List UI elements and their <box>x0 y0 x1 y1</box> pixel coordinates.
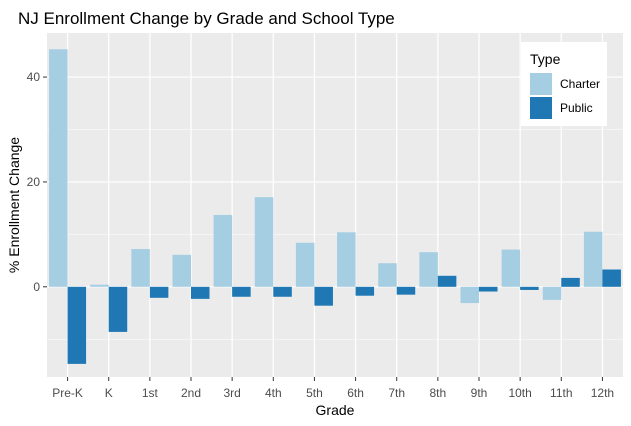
bar-charter-k <box>90 284 109 287</box>
bar-public-9th <box>479 286 498 292</box>
x-tick-label: 12th <box>591 386 614 400</box>
y-tick-label: 0 <box>33 280 40 294</box>
y-axis: 0 20 40 <box>27 70 47 294</box>
legend-key-charter <box>530 73 552 95</box>
legend: Type Charter Public <box>521 42 607 126</box>
x-tick-label: 2nd <box>181 386 201 400</box>
bar-public-k <box>108 286 128 332</box>
bar-public-2nd <box>191 286 210 299</box>
bar-charter-6th <box>337 232 356 287</box>
bar-charter-9th <box>460 286 479 304</box>
bar-charter-12th <box>583 231 603 287</box>
major-gridlines <box>47 33 623 377</box>
x-tick-label: 6th <box>347 386 364 400</box>
x-tick-label: 9th <box>471 386 488 400</box>
bar-charter-pre-k <box>49 49 68 287</box>
x-tick-label: K <box>105 386 113 400</box>
legend-title: Type <box>530 51 561 67</box>
x-tick-label: 10th <box>508 386 531 400</box>
bar-charter-3rd <box>213 214 233 287</box>
bar-charter-11th <box>542 286 562 300</box>
x-axis: Pre-K K 1st 2nd 3rd 4th 5th 6th 7th 8th 9th 10th 11t… <box>52 377 614 400</box>
bar-charter-10th <box>501 249 521 287</box>
x-tick-label: Pre-K <box>52 386 83 400</box>
y-axis-title: % Enrollment Change <box>6 137 22 273</box>
bar-charter-8th <box>419 252 438 287</box>
bar-public-1st <box>149 286 169 298</box>
bar-public-3rd <box>232 286 251 297</box>
x-tick-label: 4th <box>265 386 282 400</box>
x-tick-label: 3rd <box>223 386 240 400</box>
x-tick-label: 8th <box>430 386 447 400</box>
bar-charter-7th <box>378 263 397 287</box>
x-tick-label: 1st <box>142 386 159 400</box>
x-tick-label: 5th <box>306 386 323 400</box>
x-axis-title: Grade <box>316 402 355 418</box>
x-tick-label: 7th <box>388 386 405 400</box>
bar-public-5th <box>314 286 333 306</box>
bar-charter-2nd <box>172 254 191 287</box>
y-tick-label: 20 <box>27 175 41 189</box>
bar-charter-4th <box>254 197 274 287</box>
chart-title: NJ Enrollment Change by Grade and School… <box>18 9 395 28</box>
bar-public-10th <box>520 286 539 290</box>
legend-label-charter: Charter <box>560 77 600 91</box>
bar-public-4th <box>273 286 292 297</box>
bar-public-7th <box>396 286 416 295</box>
legend-items: Charter Public <box>530 73 600 119</box>
bar-public-8th <box>437 275 457 287</box>
bar-charter-1st <box>131 249 150 287</box>
bar-public-12th <box>602 269 621 287</box>
bar-charter-5th <box>295 242 315 287</box>
legend-key-public <box>530 97 552 119</box>
legend-label-public: Public <box>560 101 593 115</box>
bar-public-11th <box>561 277 580 287</box>
bar-public-pre-k <box>67 286 87 364</box>
bars <box>49 49 621 364</box>
bar-public-6th <box>355 286 375 296</box>
x-tick-label: 11th <box>550 386 572 400</box>
y-tick-label: 40 <box>27 70 41 84</box>
minor-gridlines <box>47 129 623 340</box>
